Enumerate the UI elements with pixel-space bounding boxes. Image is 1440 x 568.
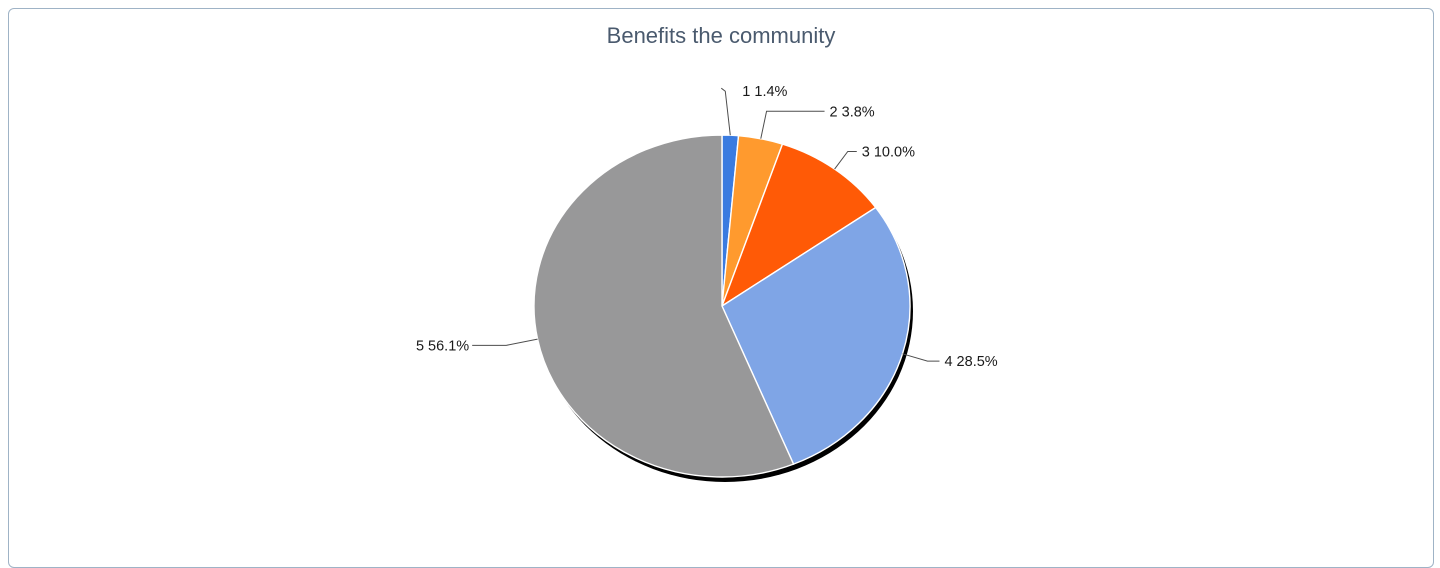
pie-chart: 1 1.4% 2 3.8% 3 10.0% 4 28.5% 5 56.1% bbox=[416, 84, 998, 482]
pie-slice-3 bbox=[720, 143, 877, 308]
pie-slice-4 bbox=[721, 206, 911, 466]
slice-label-3: 3 10.0% bbox=[862, 144, 915, 160]
slice-label-5: 5 56.1% bbox=[416, 338, 469, 354]
slice-label-4: 4 28.5% bbox=[944, 354, 997, 370]
slice-label-2: 2 3.8% bbox=[830, 104, 875, 120]
leader-line-4 bbox=[902, 353, 940, 362]
leader-line-5 bbox=[472, 338, 538, 346]
pie-slice-5 bbox=[533, 134, 795, 478]
leader-line-3 bbox=[834, 150, 857, 170]
leader-line-2 bbox=[760, 110, 825, 139]
slice-label-1: 1 1.4% bbox=[742, 84, 787, 100]
chart-title: Benefits the community bbox=[606, 23, 836, 48]
leader-line-1 bbox=[720, 87, 731, 136]
